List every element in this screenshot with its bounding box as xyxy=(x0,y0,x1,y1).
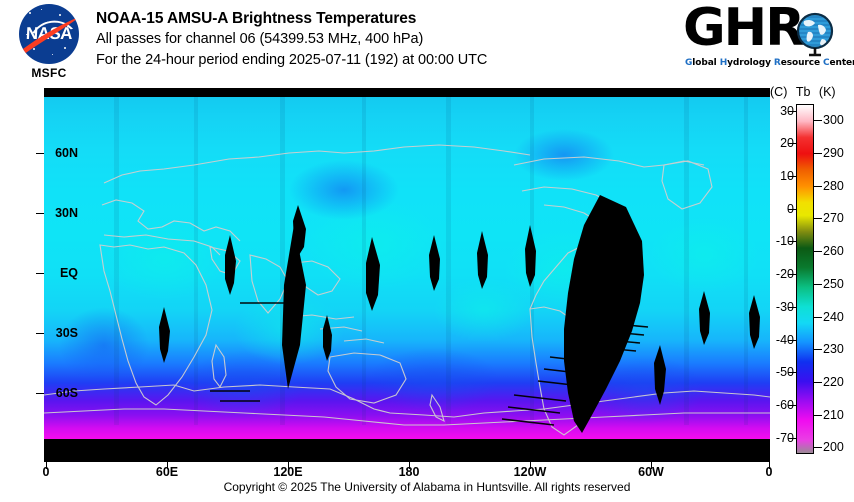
colorbar-label-k-280: 280 xyxy=(823,178,844,193)
colorbar-variable-label: Tb xyxy=(795,85,811,99)
colorbar-tick-k-200 xyxy=(814,447,822,449)
lat-tick-30s xyxy=(36,333,44,334)
title-block: NOAA-15 AMSU-A Brightness Temperatures A… xyxy=(96,8,487,71)
colorbar-tick-k-240 xyxy=(814,316,822,318)
brightness-temperature-map[interactable] xyxy=(44,95,770,455)
lon-label-60e: 60E xyxy=(155,465,179,479)
colorbar-tick-c--10 xyxy=(788,241,796,243)
ghrc-logo: GHR xyxy=(681,2,854,78)
page-header: NASA MSFC NOAA-15 AMSU-A Brightness Temp… xyxy=(0,0,854,88)
colorbar-gradient[interactable] xyxy=(796,104,814,454)
colorbar-tick-k-210 xyxy=(814,414,822,416)
colorbar-label-c--30: -30 xyxy=(775,299,794,314)
colorbar-tick-c--30 xyxy=(788,306,796,308)
ghrc-tagline: Global Hydrology Resource Center xyxy=(685,58,854,68)
colorbar-label-c-20: 20 xyxy=(780,136,794,151)
colorbar-label-k-270: 270 xyxy=(823,211,844,226)
lat-label-60n: 60N xyxy=(55,146,78,160)
colorbar-tick-c--40 xyxy=(788,339,796,341)
lon-label-180: 180 xyxy=(398,465,420,479)
colorbar-label-c--40: -40 xyxy=(775,332,794,347)
lon-label-120w: 120W xyxy=(513,465,547,479)
colorbar-label-k-290: 290 xyxy=(823,146,844,161)
colorbar-tick-k-300 xyxy=(814,120,822,122)
colorbar-tick-k-290 xyxy=(814,153,822,155)
colorbar-header: (C) Tb (K) xyxy=(770,85,854,99)
lon-tick-0 xyxy=(46,462,47,469)
map-raster xyxy=(44,95,770,455)
colorbar-unit-celsius: (C) xyxy=(770,85,788,99)
page-title: NOAA-15 AMSU-A Brightness Temperatures xyxy=(96,10,417,27)
colorbar-tick-c--50 xyxy=(788,372,796,374)
colorbar-tick-k-280 xyxy=(814,185,822,187)
lon-tick-360 xyxy=(769,462,770,469)
lon-label-60w: 60W xyxy=(638,465,664,479)
colorbar-label-c--60: -60 xyxy=(775,397,794,412)
colorbar-label-c-30: 30 xyxy=(780,103,794,118)
colorbar-tick-k-250 xyxy=(814,283,822,285)
colorbar: (C) Tb (K) 30 20 10 0 -10 -20 -30 -40 -50 -60 -70 3… xyxy=(770,85,854,465)
colorbar-tick-c--60 xyxy=(788,404,796,406)
colorbar-tick-k-220 xyxy=(814,382,822,384)
lat-tick-30n xyxy=(36,213,44,214)
colorbar-label-c-0: 0 xyxy=(787,201,794,216)
lon-tick-120w xyxy=(530,462,531,469)
subtitle-channel: All passes for channel 06 (54399.53 MHz,… xyxy=(96,31,424,47)
colorbar-tick-k-230 xyxy=(814,349,822,351)
colorbar-tick-c-20 xyxy=(788,143,796,145)
colorbar-label-c--20: -20 xyxy=(775,267,794,282)
lon-tick-60w xyxy=(651,462,652,469)
copyright-notice: Copyright © 2025 The University of Alaba… xyxy=(223,480,631,494)
msfc-label: MSFC xyxy=(31,66,67,80)
lat-label-30n: 30N xyxy=(55,206,78,220)
colorbar-label-k-210: 210 xyxy=(823,407,844,422)
nasa-swoosh-icon xyxy=(19,16,79,55)
lon-label-360: 0 xyxy=(765,465,773,479)
ghrc-globe-icon xyxy=(796,12,834,57)
colorbar-tick-c-0 xyxy=(788,208,796,210)
colorbar-tick-c-30 xyxy=(788,110,796,112)
colorbar-label-c--70: -70 xyxy=(775,430,794,445)
colorbar-tick-c--20 xyxy=(788,274,796,276)
colorbar-label-c-10: 10 xyxy=(780,168,794,183)
lat-label-30s: 30S xyxy=(55,326,78,340)
lon-label-120e: 120E xyxy=(273,465,303,479)
colorbar-unit-kelvin: (K) xyxy=(818,85,836,99)
lat-tick-60n xyxy=(36,153,44,154)
lon-tick-120e xyxy=(288,462,289,469)
lon-tick-60e xyxy=(167,462,168,469)
lat-tick-eq xyxy=(36,273,44,274)
colorbar-label-k-240: 240 xyxy=(823,309,844,324)
colorbar-label-c--10: -10 xyxy=(775,234,794,249)
colorbar-label-k-260: 260 xyxy=(823,244,844,259)
colorbar-tick-c-10 xyxy=(788,175,796,177)
colorbar-label-k-300: 300 xyxy=(823,113,844,128)
nasa-meatball-icon: NASA xyxy=(19,4,79,64)
lat-label-eq: EQ xyxy=(59,266,78,280)
subtitle-period: For the 24-hour period ending 2025-07-11… xyxy=(96,52,488,68)
colorbar-label-c--50: -50 xyxy=(775,365,794,380)
colorbar-tick-k-270 xyxy=(814,218,822,220)
colorbar-label-k-200: 200 xyxy=(823,440,844,455)
lat-label-60s: 60S xyxy=(55,386,78,400)
map-frame xyxy=(44,88,770,462)
lon-tick-180 xyxy=(409,462,410,469)
nasa-logo: NASA MSFC xyxy=(13,4,85,82)
ghrc-wordmark: GHR xyxy=(683,0,805,58)
lon-label-0: 0 xyxy=(42,465,50,479)
colorbar-label-k-220: 220 xyxy=(823,375,844,390)
colorbar-tick-c--70 xyxy=(788,437,796,439)
lat-tick-60s xyxy=(36,393,44,394)
colorbar-label-k-250: 250 xyxy=(823,276,844,291)
colorbar-tick-k-260 xyxy=(814,251,822,253)
colorbar-label-k-230: 230 xyxy=(823,342,844,357)
